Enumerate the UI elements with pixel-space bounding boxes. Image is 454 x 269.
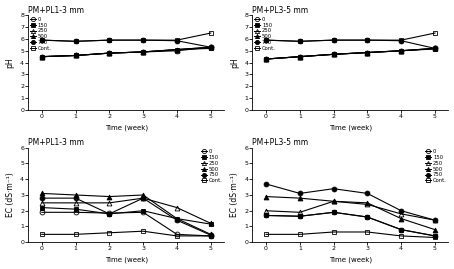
Y-axis label: pH: pH — [230, 57, 239, 68]
X-axis label: Time (week): Time (week) — [105, 257, 148, 263]
X-axis label: Time (week): Time (week) — [105, 125, 148, 131]
Legend: 0, 150, 250, 500, 750, Cont.: 0, 150, 250, 500, 750, Cont. — [253, 16, 276, 51]
Legend: 0, 150, 250, 500, 750, Cont.: 0, 150, 250, 500, 750, Cont. — [200, 149, 223, 184]
X-axis label: Time (week): Time (week) — [329, 125, 372, 131]
Legend: 0, 150, 250, 500, 750, Cont.: 0, 150, 250, 500, 750, Cont. — [424, 149, 447, 184]
Text: PM+PL3-5 mm: PM+PL3-5 mm — [252, 138, 309, 147]
Y-axis label: pH: pH — [5, 57, 15, 68]
Text: PM+PL1-3 mm: PM+PL1-3 mm — [28, 138, 84, 147]
X-axis label: Time (week): Time (week) — [329, 257, 372, 263]
Y-axis label: EC (dS·m⁻¹): EC (dS·m⁻¹) — [230, 173, 239, 217]
Legend: 0, 150, 250, 500, 750, Cont.: 0, 150, 250, 500, 750, Cont. — [30, 16, 52, 51]
Y-axis label: EC (dS·m⁻¹): EC (dS·m⁻¹) — [5, 173, 15, 217]
Text: PM+PL1-3 mm: PM+PL1-3 mm — [28, 6, 84, 15]
Text: PM+PL3-5 mm: PM+PL3-5 mm — [252, 6, 309, 15]
